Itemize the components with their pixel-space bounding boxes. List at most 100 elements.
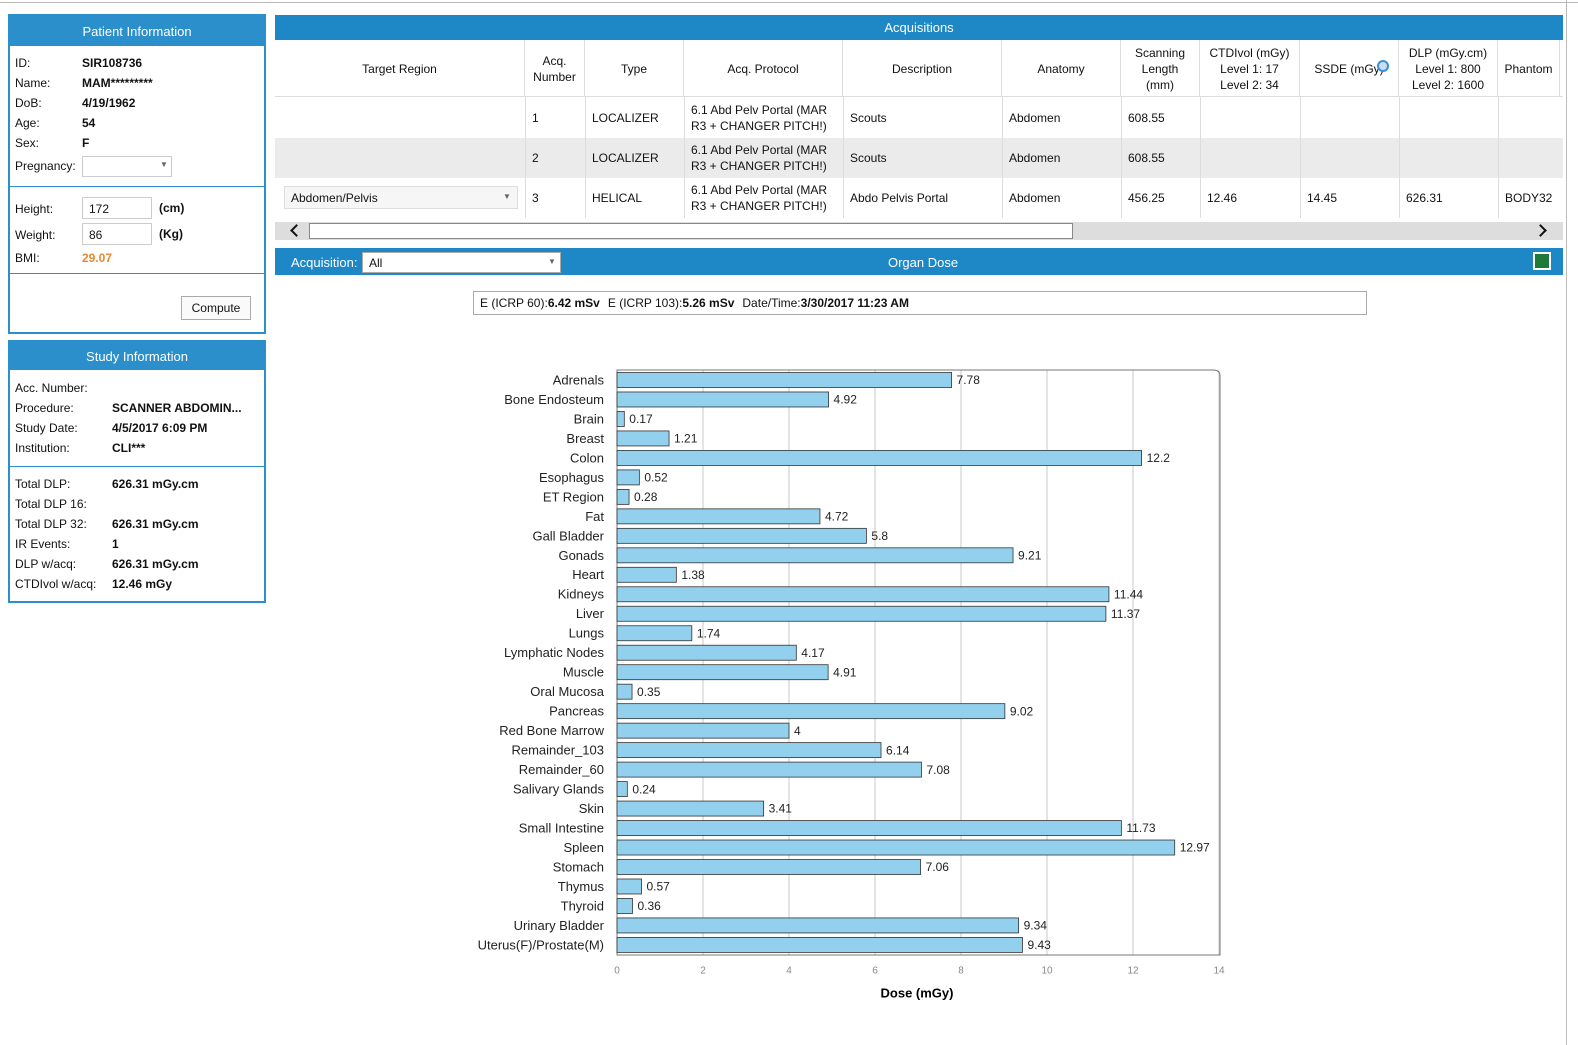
bar bbox=[617, 821, 1121, 836]
cell-border bbox=[843, 97, 844, 138]
bar bbox=[617, 626, 692, 641]
cell-border bbox=[1300, 178, 1301, 218]
bar bbox=[617, 937, 1022, 952]
value-label: 0.35 bbox=[637, 685, 661, 699]
cell-border bbox=[585, 138, 586, 178]
field-value: 626.31 mGy.cm bbox=[112, 517, 199, 531]
field-value: F bbox=[82, 136, 89, 150]
cell: 6.1 Abd Pelv Portal (MAR R3 + CHANGER PI… bbox=[691, 138, 840, 178]
header-text: DLP (mGy.cm) bbox=[1409, 45, 1487, 61]
cell: BODY32 bbox=[1505, 178, 1557, 218]
bar bbox=[617, 470, 639, 485]
x-axis-title: Dose (mGy) bbox=[881, 985, 954, 1000]
field-label: Total DLP 16: bbox=[15, 497, 87, 511]
cell: Abdomen bbox=[1009, 138, 1118, 178]
bar bbox=[617, 782, 627, 797]
cell: 6.1 Abd Pelv Portal (MAR R3 + CHANGER PI… bbox=[691, 178, 840, 218]
top-border bbox=[0, 2, 1578, 3]
category-label: Stomach bbox=[553, 859, 604, 874]
dropdown-arrow: ▼ bbox=[503, 192, 511, 201]
separator bbox=[10, 186, 264, 187]
separator bbox=[10, 466, 264, 467]
cell-border bbox=[1002, 178, 1003, 218]
cell-border bbox=[1121, 178, 1122, 218]
category-label: Liver bbox=[576, 606, 605, 621]
value-label: 6.14 bbox=[886, 743, 910, 757]
field-label: ID: bbox=[15, 56, 30, 70]
cell-border bbox=[684, 97, 685, 138]
column-header: Phantom bbox=[1498, 40, 1560, 97]
value-label: 9.34 bbox=[1024, 919, 1048, 933]
bar bbox=[617, 801, 764, 816]
bar bbox=[617, 567, 676, 582]
column-header: DLP (mGy.cm)Level 1: 800Level 2: 1600 bbox=[1399, 40, 1498, 97]
cell: 2 bbox=[532, 138, 582, 178]
target-region-select[interactable]: Abdomen/Pelvis bbox=[284, 186, 518, 209]
excel-icon[interactable] bbox=[1533, 252, 1551, 270]
column-header: Target Region bbox=[275, 40, 525, 97]
value-label: 0.57 bbox=[647, 880, 671, 894]
value-label: 0.17 bbox=[629, 412, 653, 426]
cell-border bbox=[1300, 138, 1301, 178]
bar bbox=[617, 704, 1005, 719]
header-text: Level 1: 800 bbox=[1415, 61, 1480, 77]
category-label: Muscle bbox=[563, 665, 604, 680]
text-input[interactable]: 172 bbox=[82, 197, 152, 219]
dropdown[interactable] bbox=[82, 156, 172, 177]
bmi-value: 29.07 bbox=[82, 251, 112, 265]
unit: (cm) bbox=[159, 201, 184, 215]
category-label: Red Bone Marrow bbox=[499, 723, 604, 738]
cell: HELICAL bbox=[592, 178, 681, 218]
field-value: 626.31 mGy.cm bbox=[112, 477, 199, 491]
field-label: Total DLP 32: bbox=[15, 517, 87, 531]
value-label: 11.73 bbox=[1126, 821, 1155, 835]
x-tick-label: 2 bbox=[700, 966, 706, 977]
field-label: Pregnancy: bbox=[15, 159, 76, 173]
summary-label: Date/Time: bbox=[742, 296, 800, 310]
field-value: 626.31 mGy.cm bbox=[112, 557, 199, 571]
value-label: 4.72 bbox=[825, 510, 849, 524]
bar bbox=[617, 684, 632, 699]
value-label: 9.21 bbox=[1018, 548, 1042, 562]
cell-border bbox=[1121, 97, 1122, 138]
value-label: 11.44 bbox=[1114, 587, 1143, 601]
category-label: Urinary Bladder bbox=[514, 918, 605, 933]
cell-border bbox=[684, 138, 685, 178]
bar bbox=[617, 918, 1019, 933]
category-label: Kidneys bbox=[558, 587, 605, 602]
category-label: Esophagus bbox=[539, 470, 605, 485]
column-header: Description bbox=[843, 40, 1002, 97]
field-label: Height: bbox=[15, 202, 53, 216]
header-text: Level 2: 1600 bbox=[1412, 77, 1484, 93]
category-label: Lymphatic Nodes bbox=[504, 645, 604, 660]
cell: 3 bbox=[532, 178, 582, 218]
cell: Abdo Pelvis Portal bbox=[850, 178, 999, 218]
x-tick-label: 4 bbox=[786, 966, 792, 977]
bar bbox=[617, 392, 829, 407]
cell-border bbox=[1498, 97, 1499, 138]
category-label: Colon bbox=[570, 450, 604, 465]
header-text: Acq. bbox=[542, 53, 566, 69]
bar bbox=[617, 840, 1175, 855]
cell: Abdomen bbox=[1009, 97, 1118, 138]
cell: LOCALIZER bbox=[592, 138, 681, 178]
cell-border bbox=[525, 97, 526, 138]
scroll-thumb[interactable] bbox=[309, 223, 1073, 239]
bar bbox=[617, 373, 952, 388]
text-input[interactable]: 86 bbox=[82, 223, 152, 245]
cell-border bbox=[585, 97, 586, 138]
field-label: Institution: bbox=[15, 441, 70, 455]
cell: Scouts bbox=[850, 97, 999, 138]
panel-title: Study Information bbox=[8, 342, 266, 370]
cell-border bbox=[525, 178, 526, 218]
x-tick-label: 8 bbox=[958, 966, 964, 977]
bar bbox=[617, 528, 866, 543]
header-text: (mm) bbox=[1146, 77, 1174, 93]
value-label: 0.36 bbox=[637, 899, 661, 913]
summary-value: 3/30/2017 11:23 AM bbox=[801, 296, 909, 310]
category-label: Bone Endosteum bbox=[504, 392, 604, 407]
compute-button[interactable]: Compute bbox=[181, 296, 251, 320]
value-label: 11.37 bbox=[1111, 607, 1140, 621]
category-label: Oral Mucosa bbox=[530, 684, 604, 699]
